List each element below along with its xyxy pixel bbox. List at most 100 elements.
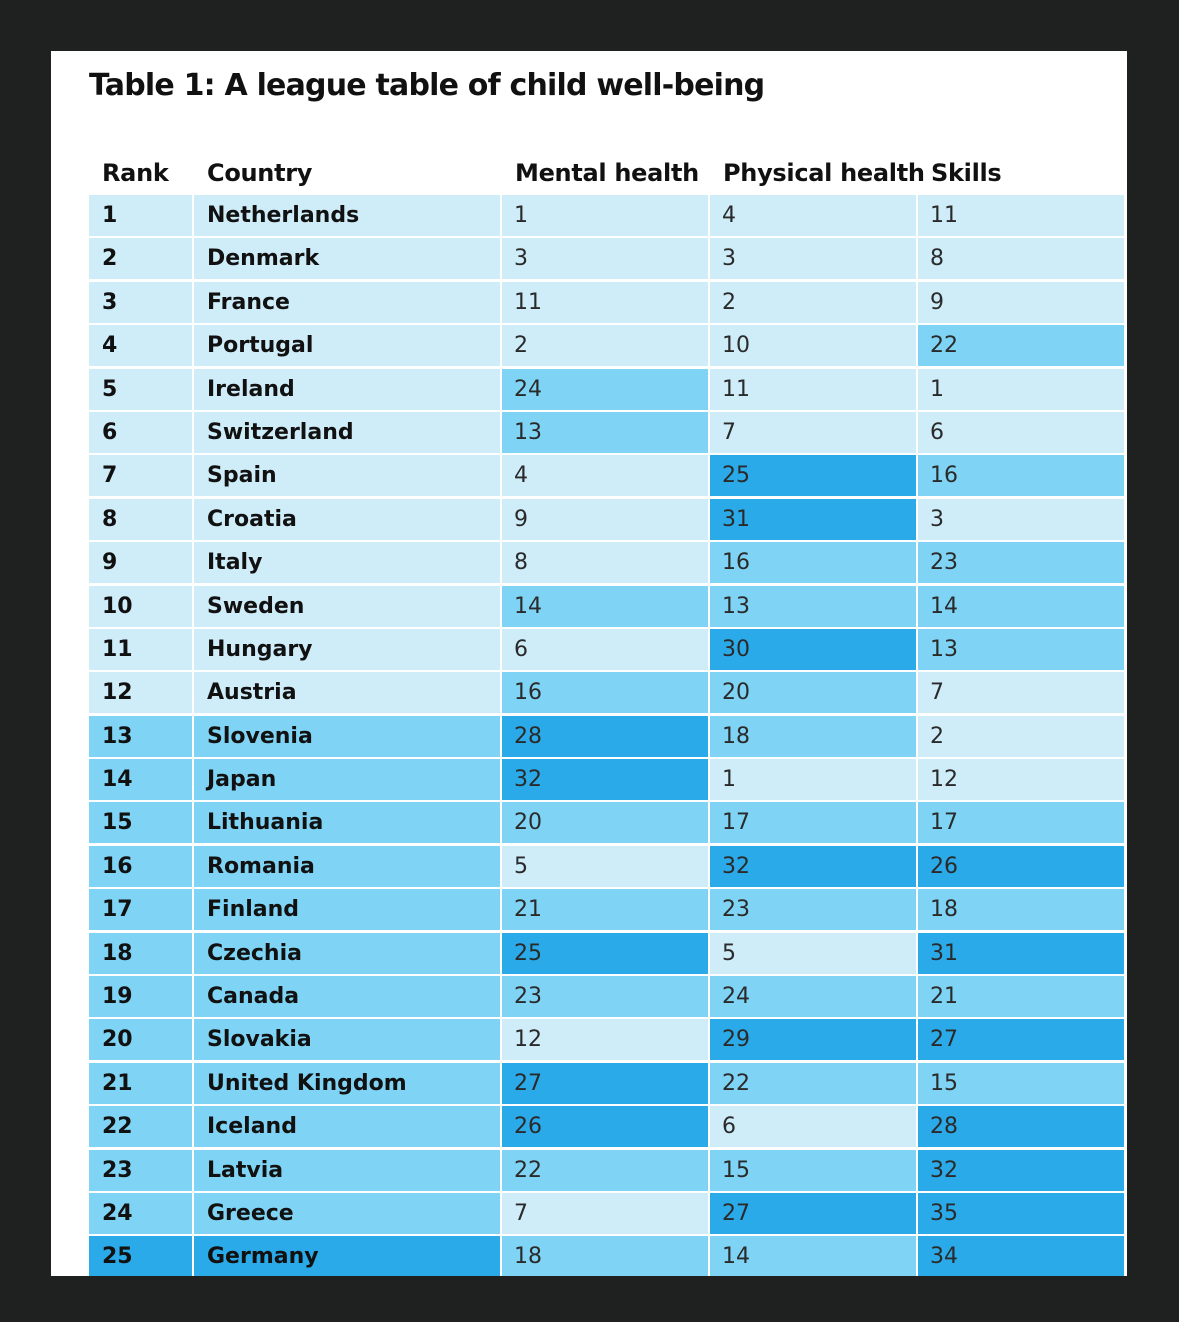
country-cell: Lithuania [194,802,500,844]
physical-health-cell: 7 [710,411,916,453]
country-cell: Hungary [194,628,500,670]
league-table: Rank Country Mental health Physical heal… [89,151,1124,1276]
country-cell: Denmark [194,238,500,280]
country-cell: Czechia [194,932,500,974]
physical-health-cell: 6 [710,1106,916,1148]
rank-cell: 19 [89,976,192,1018]
mental-health-cell: 5 [502,845,708,887]
header-physical-health: Physical health [723,159,925,187]
country-cell: Sweden [194,585,500,627]
mental-health-cell: 12 [502,1019,708,1061]
skills-cell: 22 [918,325,1124,367]
country-cell: Italy [194,542,500,584]
table-body: 1 Netherlands 1 4 11 2 Denmark 3 3 8 3 France 11 2 9 4 P… [89,195,1124,1276]
physical-health-cell: 11 [710,368,916,410]
country-cell: United Kingdom [194,1062,500,1104]
skills-cell: 7 [918,672,1124,714]
rank-cell: 7 [89,455,192,497]
physical-health-cell: 15 [710,1149,916,1191]
physical-health-cell: 22 [710,1062,916,1104]
mental-health-cell: 21 [502,889,708,931]
table-title: Table 1: A league table of child well-be… [89,68,765,103]
country-cell: Romania [194,845,500,887]
header-country: Country [207,159,313,187]
rank-cell: 9 [89,542,192,584]
skills-cell: 1 [918,368,1124,410]
physical-health-cell: 30 [710,628,916,670]
header-mental-health: Mental health [515,159,699,187]
physical-health-cell: 13 [710,585,916,627]
skills-cell: 3 [918,498,1124,540]
mental-health-cell: 18 [502,1236,708,1276]
skills-cell: 11 [918,195,1124,236]
country-cell: Netherlands [194,195,500,236]
mental-health-cell: 27 [502,1062,708,1104]
table-row: 1 Netherlands 1 4 11 [89,195,1124,236]
mental-health-cell: 24 [502,368,708,410]
physical-health-cell: 24 [710,976,916,1018]
skills-cell: 34 [918,1236,1124,1276]
table-row: 19 Canada 23 24 21 [89,976,1124,1018]
physical-health-cell: 10 [710,325,916,367]
physical-health-cell: 14 [710,1236,916,1276]
country-cell: Spain [194,455,500,497]
mental-health-cell: 13 [502,411,708,453]
table-row: 2 Denmark 3 3 8 [89,238,1124,280]
table-header: Rank Country Mental health Physical heal… [89,151,1118,195]
country-cell: Austria [194,672,500,714]
skills-cell: 35 [918,1192,1124,1234]
rank-cell: 24 [89,1192,192,1234]
physical-health-cell: 5 [710,932,916,974]
skills-cell: 2 [918,715,1124,757]
country-cell: Germany [194,1236,500,1276]
rank-cell: 20 [89,1019,192,1061]
mental-health-cell: 11 [502,281,708,323]
rank-cell: 2 [89,238,192,280]
country-cell: Switzerland [194,411,500,453]
rank-cell: 6 [89,411,192,453]
table-row: 10 Sweden 14 13 14 [89,585,1124,627]
skills-cell: 15 [918,1062,1124,1104]
table-row: 24 Greece 7 27 35 [89,1192,1124,1234]
country-cell: Greece [194,1192,500,1234]
country-cell: Slovenia [194,715,500,757]
mental-health-cell: 14 [502,585,708,627]
rank-cell: 14 [89,759,192,801]
skills-cell: 26 [918,845,1124,887]
mental-health-cell: 28 [502,715,708,757]
mental-health-cell: 1 [502,195,708,236]
skills-cell: 9 [918,281,1124,323]
physical-health-cell: 17 [710,802,916,844]
rank-cell: 16 [89,845,192,887]
country-cell: France [194,281,500,323]
table-row: 11 Hungary 6 30 13 [89,628,1124,670]
table-row: 25 Germany 18 14 34 [89,1236,1124,1276]
mental-health-cell: 9 [502,498,708,540]
physical-health-cell: 32 [710,845,916,887]
skills-cell: 8 [918,238,1124,280]
skills-cell: 28 [918,1106,1124,1148]
mental-health-cell: 23 [502,976,708,1018]
physical-health-cell: 4 [710,195,916,236]
country-cell: Japan [194,759,500,801]
mental-health-cell: 2 [502,325,708,367]
rank-cell: 11 [89,628,192,670]
table-row: 16 Romania 5 32 26 [89,845,1124,887]
country-cell: Portugal [194,325,500,367]
country-cell: Croatia [194,498,500,540]
skills-cell: 23 [918,542,1124,584]
skills-cell: 27 [918,1019,1124,1061]
rank-cell: 17 [89,889,192,931]
skills-cell: 21 [918,976,1124,1018]
header-skills: Skills [931,159,1002,187]
mental-health-cell: 32 [502,759,708,801]
mental-health-cell: 6 [502,628,708,670]
table-row: 4 Portugal 2 10 22 [89,325,1124,367]
table-row: 6 Switzerland 13 7 6 [89,411,1124,453]
mental-health-cell: 3 [502,238,708,280]
physical-health-cell: 29 [710,1019,916,1061]
rank-cell: 15 [89,802,192,844]
physical-health-cell: 31 [710,498,916,540]
skills-cell: 18 [918,889,1124,931]
physical-health-cell: 25 [710,455,916,497]
